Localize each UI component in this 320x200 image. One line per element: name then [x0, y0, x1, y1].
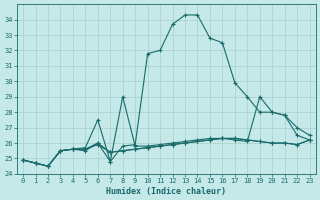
X-axis label: Humidex (Indice chaleur): Humidex (Indice chaleur) — [106, 187, 226, 196]
